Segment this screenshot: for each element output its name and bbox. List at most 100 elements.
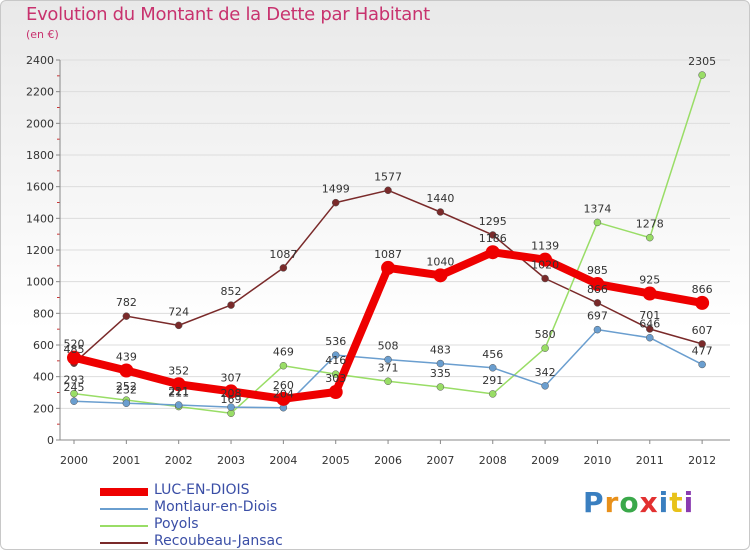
- y-tick-label: 800: [33, 307, 54, 320]
- data-label: 1577: [374, 170, 402, 183]
- data-label: 782: [116, 296, 137, 309]
- legend-label: Montlaur-en-Diois: [154, 499, 278, 515]
- y-tick-label: 1800: [26, 149, 54, 162]
- data-point: [485, 245, 500, 260]
- data-point: [436, 383, 445, 391]
- data-label: 607: [692, 324, 713, 337]
- data-point: [171, 377, 186, 392]
- data-point: [695, 295, 710, 310]
- data-label: 1278: [636, 218, 664, 231]
- data-label: 439: [116, 350, 137, 363]
- data-label: 416: [325, 354, 346, 367]
- data-point: [384, 186, 392, 195]
- data-label: 260: [273, 379, 294, 392]
- data-label: 307: [221, 371, 242, 384]
- y-tick-label: 200: [33, 402, 54, 415]
- data-label: 211: [168, 387, 189, 400]
- x-tick-label: 2011: [636, 454, 664, 467]
- x-tick-label: 2003: [217, 454, 245, 467]
- x-tick-label: 2001: [112, 454, 140, 467]
- data-point: [381, 260, 396, 275]
- data-label: 291: [482, 374, 503, 387]
- data-point: [489, 390, 497, 398]
- data-point: [593, 299, 602, 307]
- y-tick-label: 1600: [26, 181, 54, 194]
- data-point: [122, 399, 131, 408]
- data-label: 1087: [269, 248, 297, 261]
- data-label: 477: [692, 344, 713, 357]
- data-point: [224, 384, 239, 399]
- y-tick-label: 0: [47, 434, 54, 447]
- data-label: 485: [64, 343, 85, 356]
- y-tick-label: 1000: [26, 276, 54, 289]
- data-label: 1020: [531, 259, 559, 272]
- data-point: [70, 397, 78, 405]
- data-label: 204: [273, 388, 294, 401]
- data-point: [276, 391, 291, 406]
- data-label: 208: [221, 387, 242, 400]
- data-label: 371: [378, 361, 399, 374]
- data-point: [279, 361, 288, 370]
- data-label: 245: [64, 381, 85, 394]
- chart-title: Evolution du Montant de la Dette par Hab…: [26, 4, 430, 25]
- data-label: 866: [692, 283, 713, 296]
- data-label: 1186: [479, 232, 507, 245]
- data-label: 221: [168, 385, 189, 398]
- data-point: [698, 71, 706, 79]
- data-label: 1374: [583, 202, 611, 215]
- data-label: 2305: [688, 55, 716, 68]
- legend-label: Poyols: [154, 516, 199, 532]
- data-point: [590, 277, 605, 292]
- data-label: 456: [482, 348, 503, 361]
- x-tick-label: 2008: [479, 454, 507, 467]
- data-label: 697: [587, 310, 608, 323]
- data-point: [642, 286, 657, 301]
- data-point: [122, 312, 131, 320]
- data-label: 520: [64, 338, 85, 351]
- legend-swatch: [100, 508, 148, 510]
- data-point: [279, 264, 288, 272]
- data-label: 1087: [374, 248, 402, 261]
- data-point: [174, 321, 183, 330]
- data-label: 852: [221, 285, 242, 298]
- data-point: [328, 385, 343, 400]
- data-label: 724: [168, 305, 189, 318]
- x-tick-label: 2005: [322, 454, 350, 467]
- data-label: 1040: [426, 255, 454, 268]
- data-label: 169: [221, 393, 242, 406]
- data-point: [227, 403, 235, 411]
- data-label: 483: [430, 344, 451, 357]
- data-point: [227, 301, 235, 309]
- y-tick-label: 600: [33, 339, 54, 352]
- legend-swatch: [100, 525, 148, 527]
- x-tick-label: 2004: [269, 454, 297, 467]
- data-point: [698, 340, 706, 348]
- data-label: 1440: [426, 192, 454, 205]
- data-label: 252: [116, 380, 137, 393]
- data-point: [331, 351, 340, 359]
- data-point: [541, 274, 549, 283]
- y-tick-label: 2000: [26, 117, 54, 130]
- x-tick-label: 2002: [165, 454, 193, 467]
- data-point: [331, 198, 340, 207]
- y-tick-label: 400: [33, 371, 54, 384]
- data-point: [119, 363, 134, 378]
- data-point: [384, 377, 392, 386]
- x-tick-label: 2006: [374, 454, 402, 467]
- data-label: 342: [535, 366, 556, 379]
- data-point: [174, 401, 183, 409]
- data-point: [67, 350, 81, 365]
- y-tick-label: 1200: [26, 244, 54, 257]
- data-point: [593, 218, 602, 227]
- data-label: 303: [325, 372, 346, 385]
- data-point: [646, 325, 654, 333]
- data-label: 1499: [322, 183, 350, 196]
- proxiti-logo: Proxiti: [583, 486, 695, 519]
- y-tick-label: 2200: [26, 86, 54, 99]
- data-label: 1295: [479, 215, 507, 228]
- data-label: 925: [639, 274, 660, 287]
- data-label: 352: [168, 364, 189, 377]
- data-label: 701: [639, 309, 660, 322]
- legend-label: LUC-EN-DIOIS: [154, 482, 250, 498]
